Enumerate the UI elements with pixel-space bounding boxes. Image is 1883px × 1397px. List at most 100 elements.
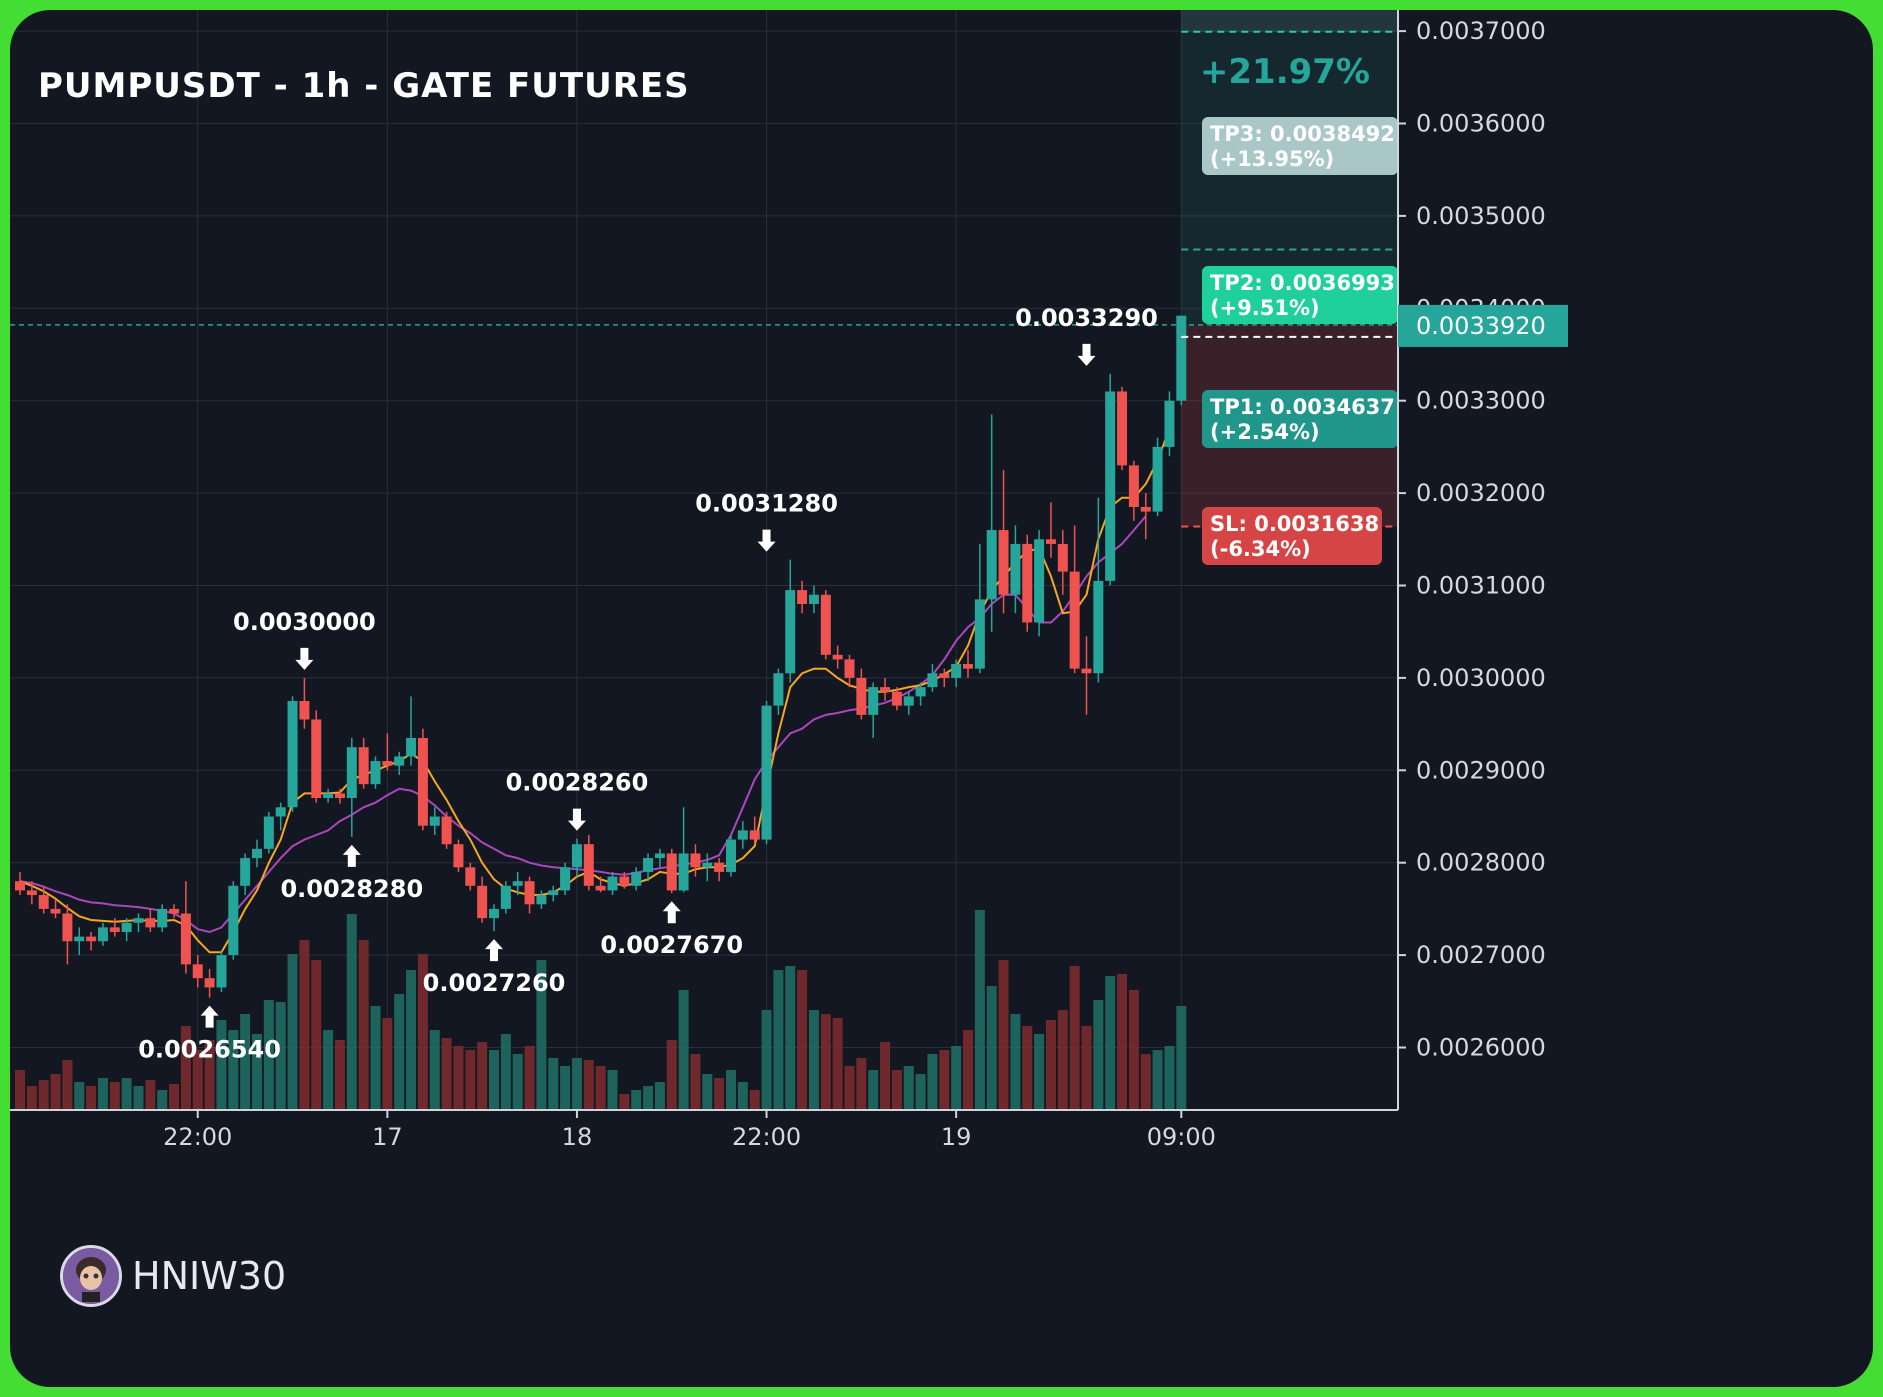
candle-body <box>1010 543 1021 595</box>
candle-body <box>536 895 547 905</box>
candle-body <box>323 793 334 799</box>
candle-body <box>903 696 914 706</box>
candle-body <box>749 830 760 840</box>
candle-body <box>417 737 428 826</box>
candle-body <box>500 885 511 909</box>
candle-body <box>844 659 855 678</box>
volume-bar <box>891 1070 902 1110</box>
candle-body <box>228 885 239 956</box>
candle <box>785 559 796 683</box>
candle <box>868 682 879 738</box>
volume-bar <box>1164 1046 1175 1110</box>
candle <box>97 922 108 946</box>
candle-body <box>1045 539 1056 544</box>
volume-bar <box>785 966 796 1110</box>
tp3-label-box <box>1202 117 1398 175</box>
candle-body <box>880 687 891 692</box>
candle <box>595 876 606 893</box>
candle <box>1034 530 1045 637</box>
x-tick-label: 22:00 <box>732 1123 801 1151</box>
candle <box>702 853 713 882</box>
volume-bar <box>583 1060 594 1110</box>
candle-body <box>986 530 997 600</box>
candle-body <box>109 927 120 932</box>
candle <box>323 788 334 803</box>
volume-bar <box>974 910 985 1110</box>
candle <box>169 904 180 919</box>
candle <box>963 650 973 678</box>
author-badge[interactable]: HNIW30 <box>60 1245 286 1307</box>
sl-label-percent: (-6.34%) <box>1210 537 1311 561</box>
candle <box>1057 530 1068 595</box>
candle <box>808 585 819 614</box>
y-tick-label: 0.0029000 <box>1416 756 1546 784</box>
candle-body <box>951 664 962 678</box>
volume-bar <box>643 1086 654 1110</box>
candle <box>346 737 357 837</box>
candle <box>287 696 298 812</box>
volume-bar <box>1057 1010 1068 1110</box>
volume-bar <box>62 1060 73 1110</box>
y-axis-ticks: 0.0026000 0.0027000 0.0028000 0.0029000 0.00… <box>1398 17 1546 1062</box>
candle <box>121 918 132 942</box>
candlestick-chart[interactable]: TP3: 0.0038492(+13.95%) TP2: 0.0036993(+9… <box>10 10 1873 1387</box>
volume-bar <box>406 970 417 1110</box>
volume-bar <box>429 1030 440 1110</box>
annotation-low: 0.0027670 <box>600 901 743 959</box>
volume-bar <box>512 1054 523 1110</box>
candle <box>761 701 772 845</box>
candle <box>1140 493 1151 540</box>
candle <box>536 890 547 909</box>
candle <box>299 677 310 729</box>
volume-bar <box>690 1054 701 1110</box>
candle-body <box>808 594 819 604</box>
arrow-down-icon <box>567 808 586 831</box>
volume-bar <box>477 1042 488 1110</box>
candle <box>109 918 120 937</box>
candle <box>1081 636 1092 715</box>
candle-body <box>50 908 61 914</box>
volume-bar <box>951 1046 962 1110</box>
candle <box>275 802 286 831</box>
tp3-zone <box>1181 10 1398 32</box>
candle <box>1045 502 1056 558</box>
candle-body <box>441 816 452 845</box>
candle-body <box>690 853 701 868</box>
volume-bar <box>145 1080 156 1110</box>
volume-bar <box>275 1002 286 1110</box>
candle-body <box>1152 446 1163 512</box>
candle <box>560 862 571 896</box>
x-tick-label: 17 <box>372 1123 403 1151</box>
y-tick-label: 0.0028000 <box>1416 849 1546 877</box>
candle-body <box>192 964 203 979</box>
candle-body <box>311 719 322 799</box>
tp1-label: TP1: 0.0034637(+2.54%) <box>1202 390 1398 448</box>
candle-body <box>1128 465 1139 507</box>
candle-body <box>797 590 808 604</box>
candle-body <box>643 858 654 872</box>
volume-bar <box>1010 1014 1021 1110</box>
candle <box>844 654 855 688</box>
candle-body <box>180 913 191 965</box>
candle-body <box>477 885 488 919</box>
tp3-label-price: TP3: 0.0038492 <box>1210 122 1395 146</box>
candle <box>631 867 642 891</box>
volume-bar <box>536 960 547 1110</box>
volume-bar <box>97 1078 108 1110</box>
volume-bar <box>773 970 784 1110</box>
candle <box>1010 525 1021 614</box>
candle-body <box>714 862 725 872</box>
candle-body <box>891 691 902 706</box>
volume-bar <box>133 1086 144 1110</box>
volume-bar <box>1022 1026 1033 1110</box>
volume-bar <box>228 1030 239 1110</box>
volume-bar <box>986 986 997 1110</box>
y-tick-label: 0.0031000 <box>1416 572 1546 600</box>
candle-body <box>157 908 168 928</box>
candle-body <box>1069 571 1080 669</box>
candle-body <box>1117 391 1128 466</box>
candle <box>311 710 322 803</box>
candle <box>370 756 381 789</box>
annotation-low: 0.0027260 <box>423 939 565 997</box>
y-tick-label: 0.0035000 <box>1416 202 1546 230</box>
